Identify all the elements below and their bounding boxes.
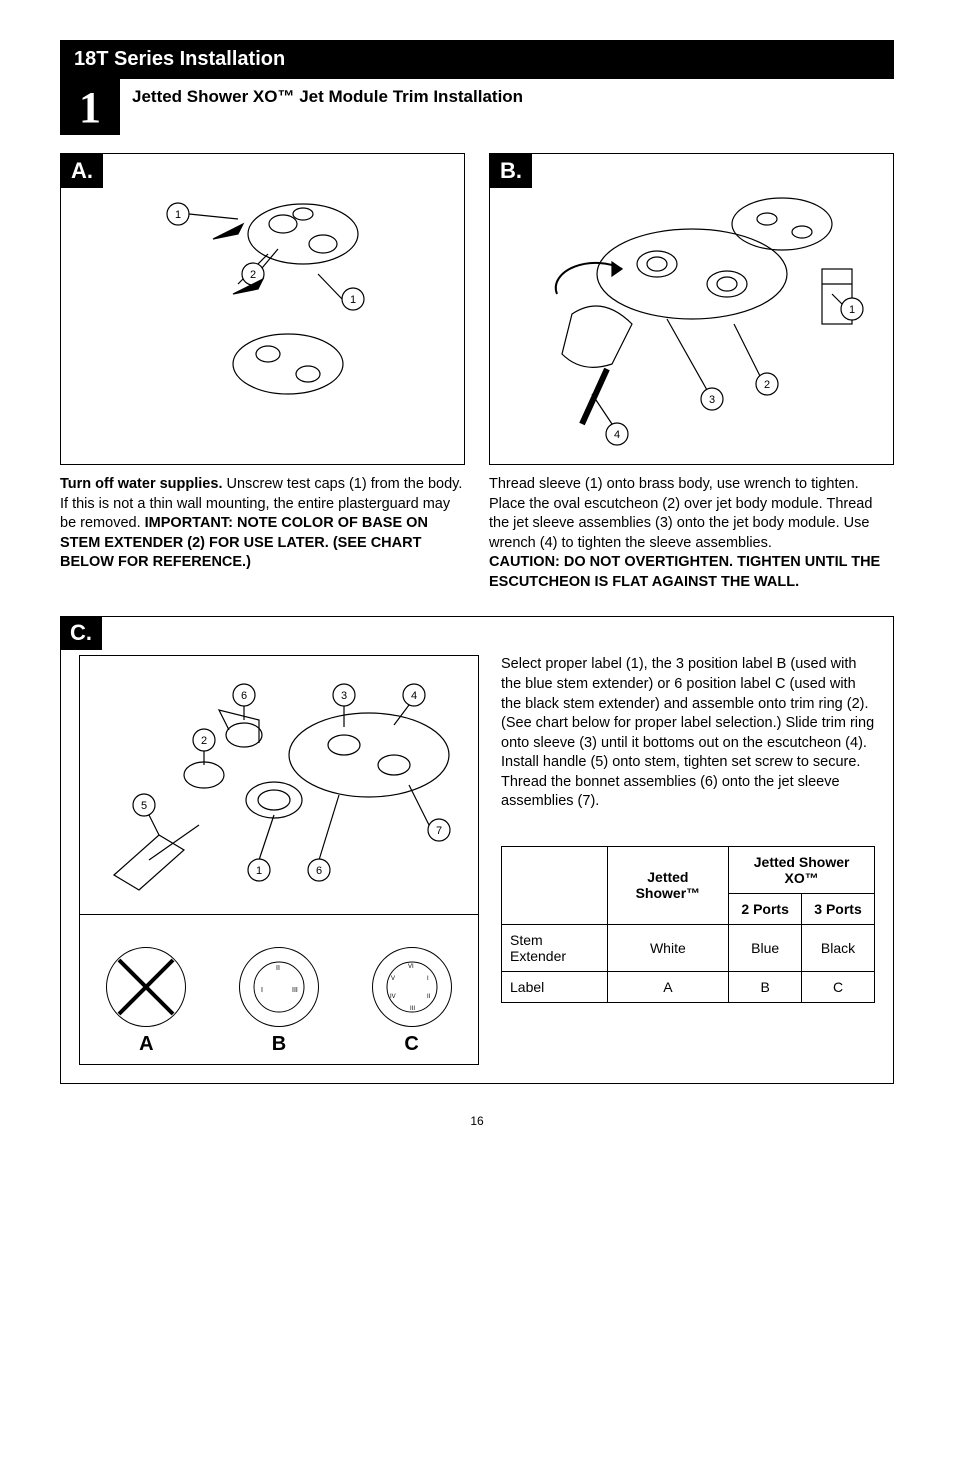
panel-c-diagram: 1 2 3 4 5 6 6 7 [79,655,479,915]
row-label-label: Label [502,971,608,1002]
c-call-6b: 6 [316,865,322,877]
c-call-3: 3 [341,690,347,702]
panel-b-caption: Thread sleeve (1) onto brass body, use w… [489,475,894,592]
panel-a-diagram: 1 2 1 [61,154,464,464]
panel-b-caption-bold: CAUTION: DO NOT OVERTIGHTEN. TIGHTEN UNT… [489,554,880,590]
panel-a-callout-2: 2 [249,269,255,281]
table-header-blank [502,846,608,924]
c-call-2: 2 [201,735,207,747]
svg-text:III: III [292,987,298,994]
panel-a-svg: 1 2 1 [118,164,408,454]
svg-text:V: V [391,976,395,982]
step-number: 1 [79,82,101,133]
c-call-1: 1 [256,865,262,877]
c-call-4: 4 [411,690,417,702]
label-c-letter: C [404,1033,418,1056]
panel-a-caption: Turn off water supplies. Unscrew test ca… [60,475,465,573]
table-row: Stem Extender White Blue Black [502,924,875,971]
panel-b-label: B. [490,154,532,188]
section-title: 18T Series Installation [74,48,285,70]
label-c-svg: I II III IV V VI [377,952,447,1022]
table-sub-3ports: 3 Ports [802,893,875,924]
section-title-bar: 18T Series Installation [60,40,894,79]
panel-a-callout-3: 1 [349,294,355,306]
panel-c: C. [60,616,894,1084]
c-call-7: 7 [436,825,442,837]
label-b-letter: B [272,1033,286,1056]
label-a-letter: A [139,1033,153,1056]
table-row: Label A B C [502,971,875,1002]
panel-a-label: A. [61,154,103,188]
panel-c-label: C. [60,616,102,650]
panel-c-text: Select proper label (1), the 3 position … [501,655,875,812]
table-header-jetted: Jetted Shower™ [607,846,729,924]
label-col-b: I II III B [239,947,319,1056]
panel-b: B. [489,153,894,465]
svg-text:VI: VI [408,964,414,970]
page-number: 16 [60,1114,894,1128]
label-col-a: A [106,947,186,1056]
panel-a: A. [60,153,465,465]
panel-b-diagram: 1 2 3 4 [490,154,893,464]
row-label-c2: B [729,971,802,1002]
row-stem-c1: White [607,924,729,971]
label-a-circle [106,947,186,1027]
panel-b-callout-2: 2 [763,379,769,391]
panel-b-svg: 1 2 3 4 [512,164,872,454]
panel-b-callout-4: 4 [613,429,619,441]
x-icon [111,952,181,1022]
svg-text:I: I [427,976,429,982]
row-label-c1: A [607,971,729,1002]
c-call-6a: 6 [241,690,247,702]
label-c-circle: I II III IV V VI [372,947,452,1027]
reference-table: Jetted Shower™ Jetted Shower XO™ 2 Ports… [501,846,875,1003]
panel-a-caption-lead: Turn off water supplies. [60,476,222,492]
panel-b-callout-3: 3 [708,394,714,406]
table-sub-2ports: 2 Ports [729,893,802,924]
table-row: Jetted Shower™ Jetted Shower XO™ [502,846,875,893]
svg-text:I: I [261,987,263,994]
row-label-c3: C [802,971,875,1002]
c-call-5: 5 [141,800,147,812]
panel-c-left: 1 2 3 4 5 6 6 7 A [79,631,479,1065]
panel-c-labels-row: A I II III B [79,915,479,1065]
step-header-row: 1 Jetted Shower XO™ Jet Module Trim Inst… [60,79,894,135]
panel-c-svg: 1 2 3 4 5 6 6 7 [89,665,469,905]
svg-text:II: II [276,965,280,972]
row-stem-label: Stem Extender [502,924,608,971]
label-b-svg: I II III [244,952,314,1022]
svg-text:IV: IV [390,994,396,1000]
row-stem-c3: Black [802,924,875,971]
panel-a-callout-1: 1 [174,209,180,221]
panel-b-caption-body: Thread sleeve (1) onto brass body, use w… [489,476,872,551]
label-b-circle: I II III [239,947,319,1027]
step-title: Jetted Shower XO™ Jet Module Trim Instal… [120,79,523,107]
panels-row: A. [60,153,894,592]
step-number-box: 1 [60,79,120,135]
row-stem-c2: Blue [729,924,802,971]
label-col-c: I II III IV V VI C [372,947,452,1056]
panel-c-right: Select proper label (1), the 3 position … [501,631,875,1003]
table-header-xo: Jetted Shower XO™ [729,846,875,893]
svg-text:II: II [427,994,431,1000]
svg-text:III: III [410,1006,415,1012]
panel-b-callout-1: 1 [848,304,854,316]
